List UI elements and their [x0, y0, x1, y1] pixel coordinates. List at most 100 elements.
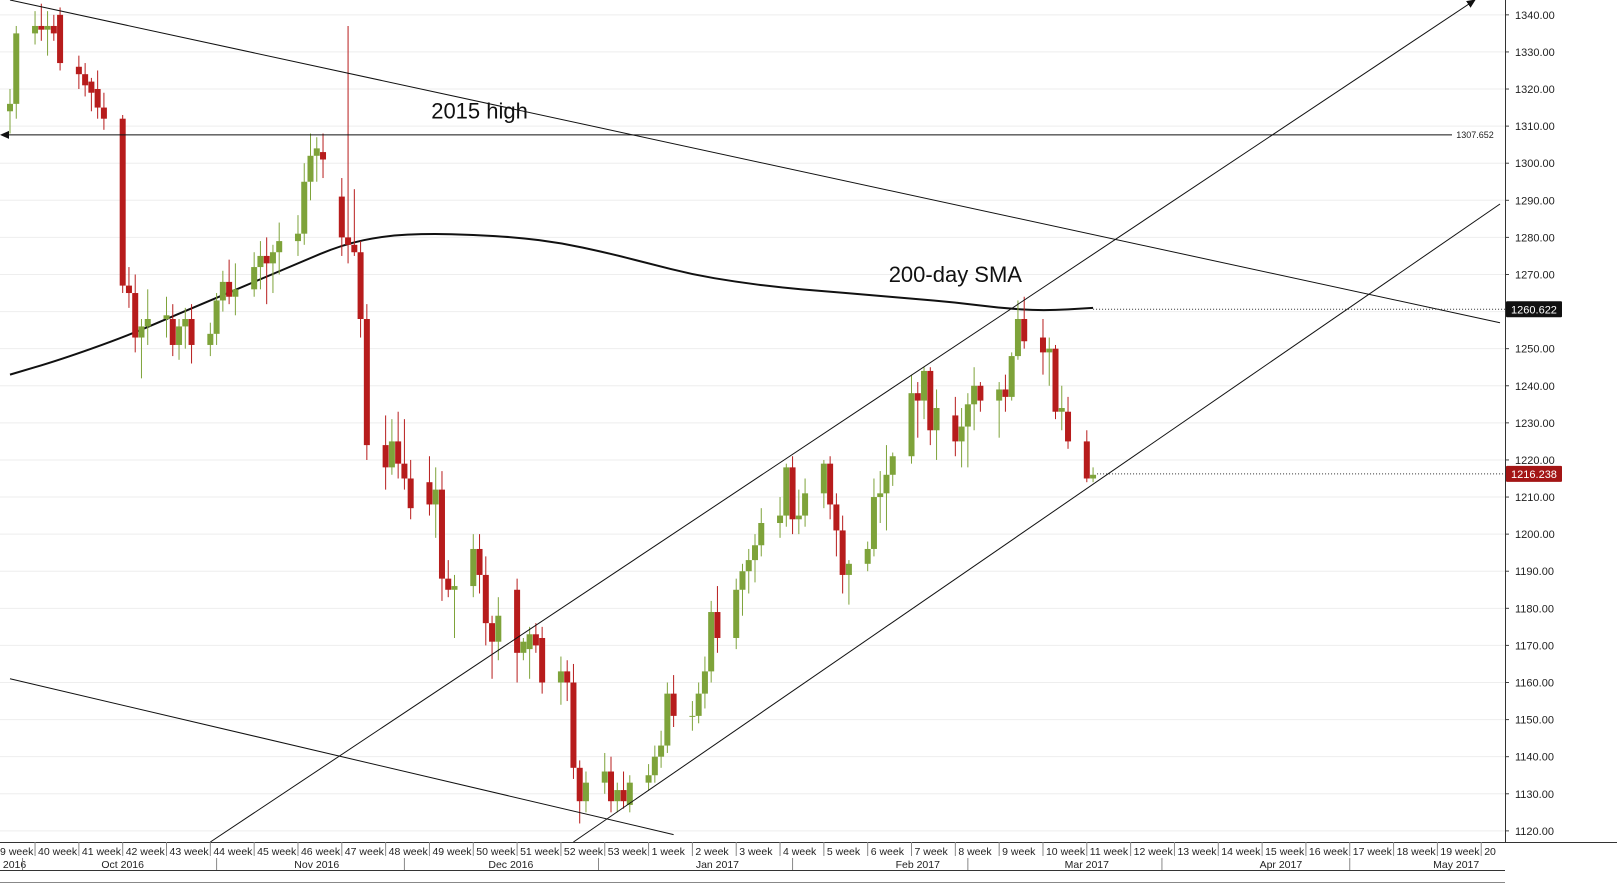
candle-body [908, 393, 915, 457]
candle [520, 637, 527, 661]
candle [739, 563, 746, 616]
candle-body [1058, 408, 1065, 412]
candle-body [7, 103, 13, 112]
candle-body [44, 25, 51, 30]
hline-left-arrow [0, 130, 9, 139]
week-label: 46 week [301, 846, 341, 858]
y-tick-label: 1140.00 [1515, 752, 1554, 764]
candle-body [276, 241, 283, 253]
candle [88, 77, 95, 112]
candle-body [94, 89, 101, 108]
candle-body [445, 578, 452, 590]
sma-200-line [9, 233, 1094, 376]
week-label: 47 week [345, 846, 385, 858]
candle [263, 237, 270, 305]
month-label: Dec 2016 [488, 859, 533, 871]
candle-body [226, 281, 233, 297]
candle [169, 304, 176, 357]
candle [257, 241, 264, 290]
candle [564, 660, 571, 702]
price-badge-last-price [1506, 465, 1562, 482]
week-label: 13 week [1177, 846, 1217, 858]
week-label: 15 week [1265, 846, 1305, 858]
candle-body [257, 255, 264, 268]
candle-body [514, 589, 521, 653]
week-label: 12 week [1134, 846, 1174, 858]
candle [38, 3, 45, 41]
candle [7, 89, 13, 134]
candle [532, 623, 539, 653]
candle [294, 215, 301, 256]
candle-body [783, 467, 790, 516]
candle-body [1021, 318, 1028, 342]
candle [345, 25, 352, 264]
candle-body [921, 370, 928, 401]
candle-body [357, 252, 364, 319]
candle [338, 178, 345, 256]
trendline-rising-channel-lower [573, 203, 1501, 843]
price-badge-sma-level [1506, 301, 1562, 318]
candle-body [476, 548, 483, 575]
candle-body [269, 252, 276, 264]
candle-body [363, 318, 370, 446]
candle [407, 459, 414, 520]
candle-body [620, 790, 627, 802]
candle [670, 675, 677, 728]
y-tick-label: 1300.00 [1515, 158, 1555, 170]
y-tick-label: 1310.00 [1515, 121, 1555, 133]
candle-body [777, 515, 784, 524]
candle-body [263, 255, 270, 264]
y-tick-label: 1160.00 [1515, 678, 1554, 690]
candle-body [582, 782, 589, 802]
candle [620, 771, 627, 809]
candle-body [971, 385, 978, 405]
candle [75, 55, 82, 90]
candle [320, 133, 327, 179]
week-label: 2 week [695, 846, 729, 858]
week-label: 14 week [1221, 846, 1261, 858]
candle [451, 574, 458, 638]
candle-body [1065, 411, 1072, 442]
trendlines-layer [9, 0, 1501, 843]
candle [971, 367, 978, 431]
candle-body [701, 671, 708, 694]
candle [1014, 300, 1021, 360]
candle-body [564, 671, 571, 683]
candle [733, 578, 740, 650]
month-label: Feb 2017 [896, 859, 941, 871]
week-label: 3 week [739, 846, 773, 858]
candle-body [351, 244, 358, 253]
candle [426, 456, 433, 516]
week-label: 7 week [915, 846, 949, 858]
candle [1039, 318, 1046, 375]
y-tick-label: 1340.00 [1515, 10, 1555, 22]
hline-label-bg [1452, 127, 1498, 142]
candle [845, 560, 852, 605]
candle [570, 663, 577, 779]
candle-body [977, 385, 984, 401]
candle-body [626, 782, 633, 805]
candle-body [839, 530, 846, 575]
candle-body [213, 300, 220, 334]
candle [582, 771, 589, 813]
candle [50, 14, 57, 41]
price-badge-label: 1216.238 [1511, 469, 1557, 481]
candle-body [1052, 348, 1059, 412]
week-label: 5 week [827, 846, 861, 858]
candle-body [482, 574, 489, 624]
candle-body [188, 318, 195, 345]
candle [745, 548, 752, 594]
candle [307, 133, 314, 201]
y-tick-label: 1130.00 [1515, 789, 1554, 801]
candle-body [964, 404, 971, 427]
week-label: 45 week [257, 846, 297, 858]
week-label: 16 week [1309, 846, 1349, 858]
candle [182, 307, 189, 349]
candle-body [489, 623, 496, 642]
candle-body [119, 118, 126, 286]
y-tick-label: 1120.00 [1515, 826, 1554, 838]
candle-body [845, 563, 852, 575]
candle [758, 508, 765, 557]
